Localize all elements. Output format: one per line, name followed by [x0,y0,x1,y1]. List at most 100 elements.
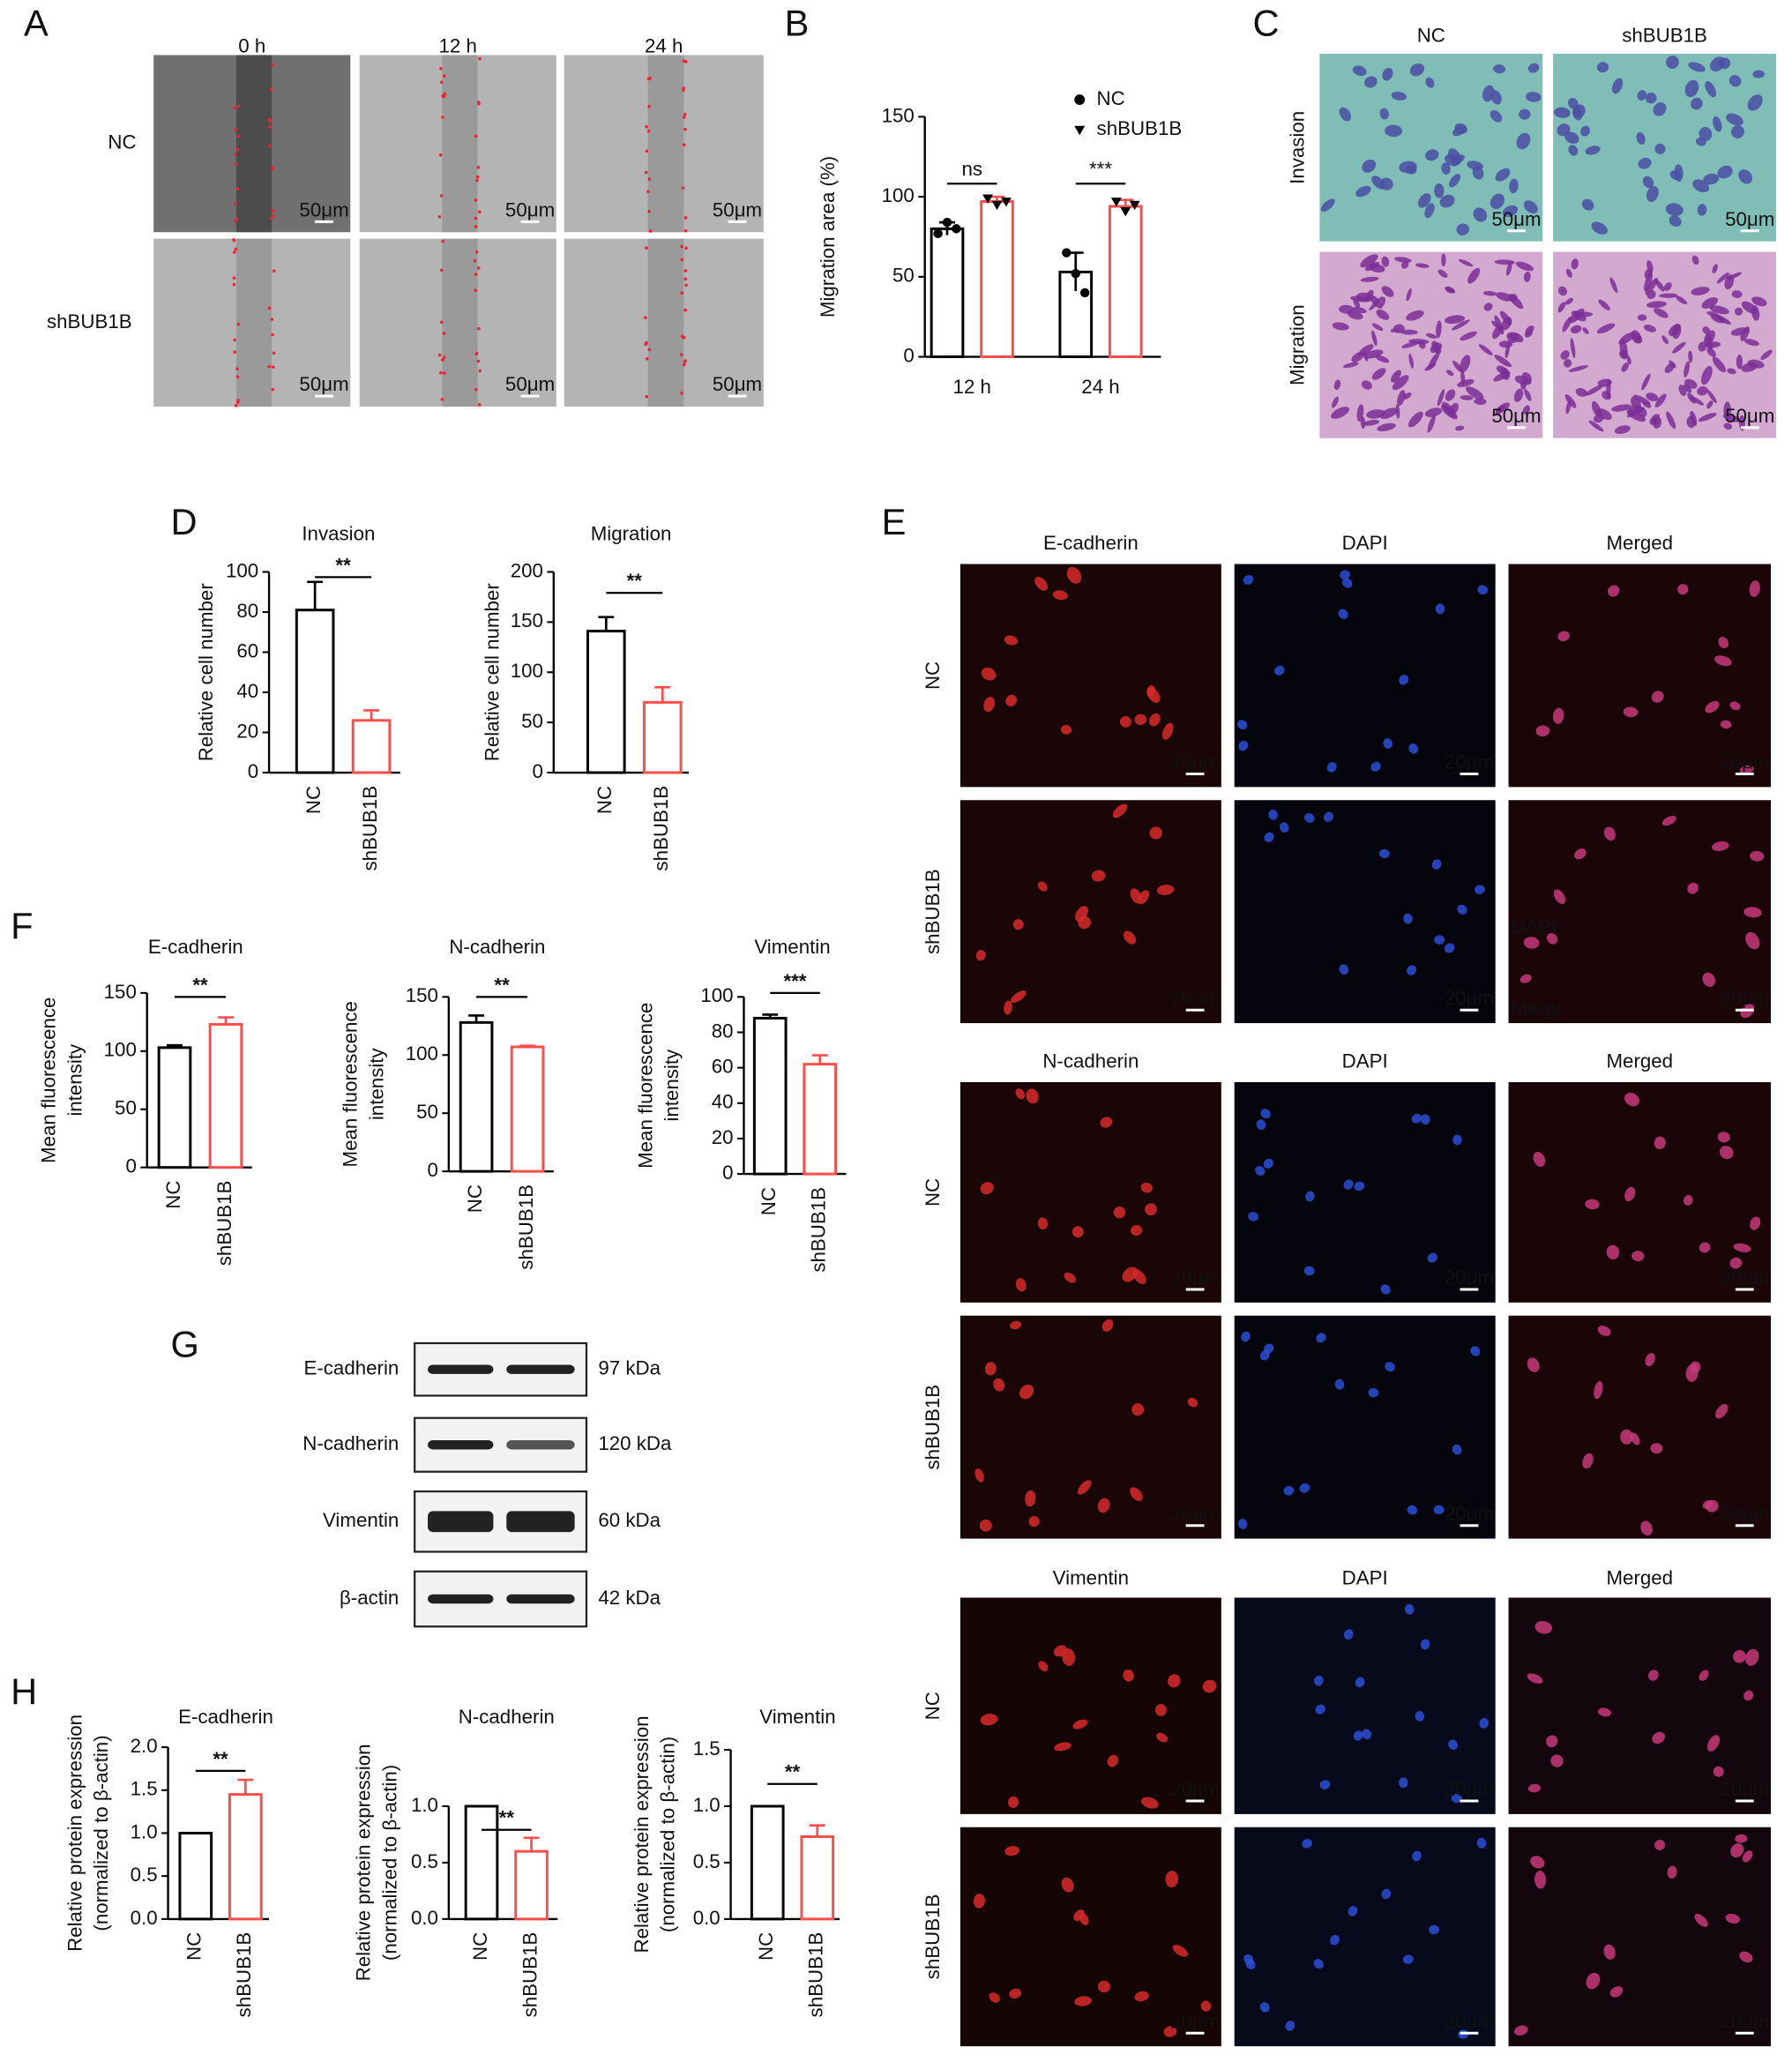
image-background [1508,1082,1772,1303]
bar [295,609,335,774]
column-label: DAPI [1342,1050,1388,1072]
micrograph [564,55,764,233]
cell [1411,1113,1422,1124]
cell [1343,1629,1354,1640]
wound-edge [235,187,240,191]
wound-gap [235,55,273,233]
cell [1524,389,1532,401]
wound-edge [645,356,649,361]
cell [1591,400,1602,417]
cell [1012,919,1024,930]
bar [752,1016,788,1176]
cell [1101,1319,1114,1332]
wound-edge [473,258,477,263]
cell [1415,1710,1425,1722]
cell [1742,1850,1753,1863]
image-background [959,1315,1221,1539]
x-tick-label: NC [755,1932,777,1961]
cell [1702,1500,1714,1509]
cell [1460,370,1466,385]
cell [1073,1909,1085,1922]
column-label: N-cadherin [1042,1050,1139,1072]
wound-edge [235,161,238,166]
cell [1455,425,1465,431]
chart-title: Vimentin [754,936,830,958]
cell [1316,1333,1326,1343]
cell [1591,221,1608,235]
y-tick-label: 50 [416,1101,438,1123]
cell [1521,372,1532,384]
cell [1744,1648,1759,1666]
scale-bar-label: 50μm [505,373,555,395]
error-bar [307,580,324,610]
cell [1704,341,1721,348]
cell [1409,63,1425,77]
cell [1390,328,1400,333]
cell [1154,1704,1167,1716]
cell [1630,1432,1640,1446]
wound-edge [232,276,236,280]
wound-edge [232,250,236,254]
cell [1071,1226,1084,1238]
cell [1054,1742,1071,1752]
cell [1445,286,1456,294]
protein-label: β-actin [340,1587,399,1609]
cell [1735,1834,1748,1843]
cell [1666,56,1679,69]
wound-edge [474,388,478,392]
cell [980,1714,998,1726]
image-background [1234,1827,1496,2047]
x-tick-label: shBUB1B [233,1932,255,2018]
y-tick-label: 150 [511,609,543,631]
column-label: shBUB1B [1622,25,1707,47]
wound-gap [235,238,273,407]
blot-band [428,1594,494,1604]
cell [1444,315,1466,325]
x-tick-label: NC [594,786,616,814]
micrograph [1508,800,1772,1024]
cell [1429,1924,1440,1935]
cell [1752,70,1765,78]
y-axis-label: Relative protein expression [631,1715,653,1953]
y-axis-label: Relative protein expression [63,1715,86,1952]
scale-bar-label: 50μm [1491,405,1541,427]
bar [228,1793,263,1921]
row-label: shBUB1B [47,310,132,332]
cell [1343,1179,1354,1190]
wound-edge [647,105,651,108]
micrograph [1508,1827,1772,2047]
cell [1611,404,1632,412]
wound-edge [233,106,236,110]
cell [1259,2002,1270,2013]
error-bar [519,1044,535,1048]
y-tick-label: 0 [903,344,914,366]
cell [1514,2025,1528,2036]
cell [1684,384,1692,393]
cell [1557,302,1566,313]
micrograph [959,1315,1221,1539]
wound-edge [683,127,687,131]
y-tick-label: 20 [236,720,258,742]
cell [1369,263,1385,273]
cell [1347,310,1363,320]
error-bar [762,1013,779,1019]
blot-band [428,1440,494,1450]
cell [1394,257,1412,263]
y-axis-label: Migration area (%) [817,156,839,318]
cell [1699,126,1713,141]
cell [1524,329,1533,338]
cell [1723,422,1733,430]
wound-edge [439,66,443,71]
cell [1709,305,1729,315]
wound-edge [236,134,241,138]
cell [1259,1350,1270,1361]
wound-edge [236,104,241,108]
cell [1418,193,1431,208]
cell [1661,816,1676,826]
column-label: Merged [1606,1050,1673,1072]
cell [1404,1603,1415,1615]
bar [930,227,965,359]
cell [1451,154,1465,164]
cell [1672,341,1686,354]
scale-bar-label: 20μm [1170,1503,1220,1525]
